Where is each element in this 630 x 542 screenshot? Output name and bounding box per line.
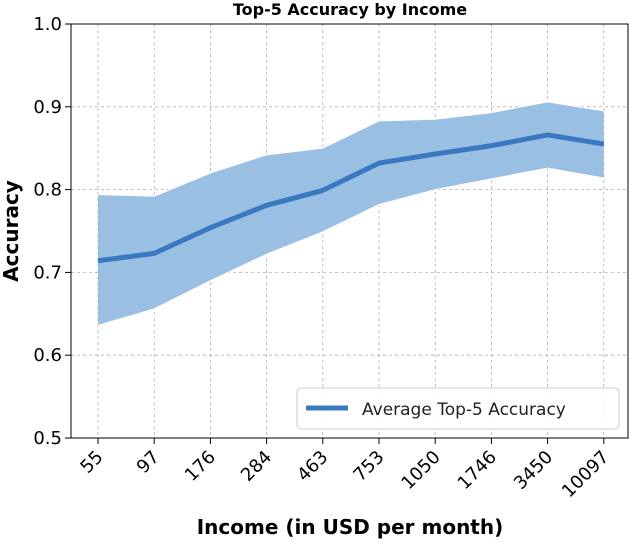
x-tick-label: 1050 [397, 447, 444, 494]
y-tick-label: 0.5 [33, 428, 62, 449]
data-points [97, 134, 604, 261]
confidence-band-area [98, 101, 604, 326]
legend-label: Average Top-5 Accuracy [362, 400, 566, 420]
y-tick-label: 0.8 [33, 180, 62, 201]
x-tick-label: 97 [133, 447, 164, 478]
series-lines [97, 132, 605, 264]
x-tick-label: 753 [349, 447, 388, 486]
x-axis-label: Income (in USD per month) [197, 515, 504, 539]
plot-frame [70, 23, 629, 439]
y-tick-label: 0.6 [33, 345, 62, 366]
x-tick-label: 463 [293, 447, 332, 486]
chart-title: Top-5 Accuracy by Income [233, 0, 467, 19]
y-axis-ticks: 0.5 0.6 0.7 0.8 0.9 1.0 [33, 14, 71, 449]
x-tick-label: 55 [76, 447, 107, 478]
series-line-average-top-5-accuracy [97, 132, 605, 264]
x-tick-label: 10097 [558, 447, 613, 502]
legend-box [296, 387, 620, 430]
y-tick-label: 0.9 [33, 97, 62, 118]
x-tick-label: 284 [237, 447, 276, 486]
y-axis-label: Accuracy [0, 180, 23, 282]
x-tick-label: 3450 [510, 447, 557, 494]
y-tick-label: 0.7 [33, 262, 62, 283]
x-tick-label: 1746 [454, 447, 501, 494]
confidence-band [97, 101, 604, 326]
x-axis-ticks: 55 97 176 284 463 753 1050 1746 3450 10097 [76, 438, 613, 502]
band-lower-edge [97, 167, 604, 326]
legend: Average Top-5 Accuracy [296, 387, 620, 430]
x-tick-label: 176 [181, 447, 220, 486]
y-tick-label: 1.0 [33, 14, 62, 35]
band-upper-edge [97, 101, 604, 197]
